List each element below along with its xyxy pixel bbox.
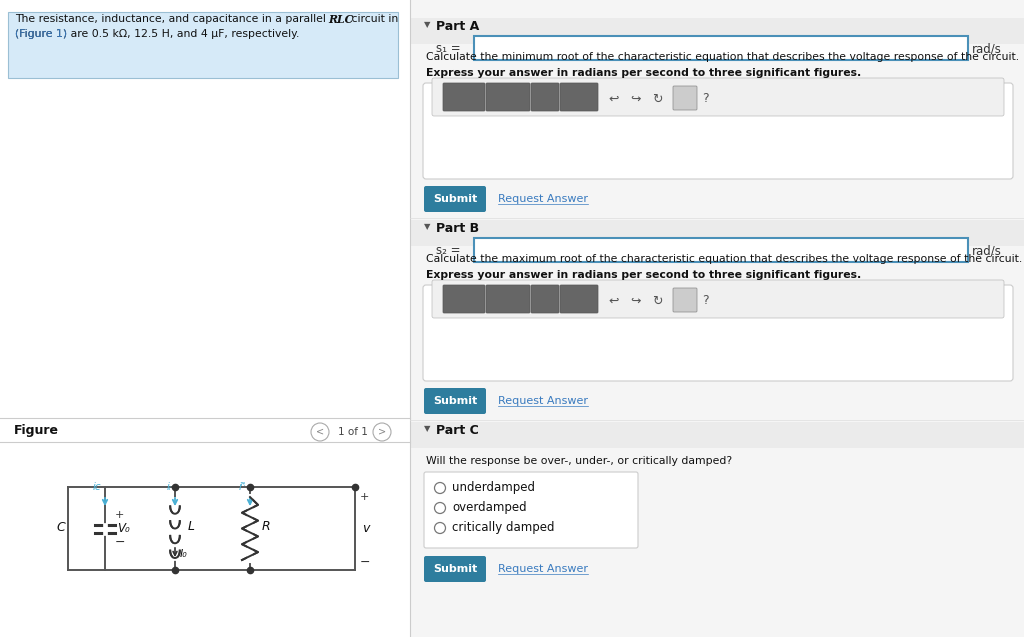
Text: Figure: Figure	[14, 424, 59, 437]
Text: Submit: Submit	[433, 564, 477, 574]
FancyBboxPatch shape	[474, 36, 968, 60]
Text: +: +	[360, 492, 370, 502]
Text: Part A: Part A	[436, 20, 479, 33]
Text: Request Answer: Request Answer	[498, 564, 588, 574]
FancyBboxPatch shape	[474, 238, 968, 262]
FancyBboxPatch shape	[443, 83, 485, 111]
Text: The resistance, inductance, and capacitance in a parallel: The resistance, inductance, and capacita…	[15, 14, 330, 24]
Text: R: R	[262, 520, 270, 533]
Text: underdamped: underdamped	[452, 482, 535, 494]
Text: (Figure 1): (Figure 1)	[15, 29, 68, 39]
Text: RLC: RLC	[328, 14, 353, 25]
Text: 1 of 1: 1 of 1	[338, 427, 368, 437]
Text: ↩: ↩	[608, 92, 618, 106]
Text: ▼: ▼	[424, 424, 430, 433]
FancyBboxPatch shape	[531, 285, 559, 313]
FancyBboxPatch shape	[432, 78, 1004, 116]
Text: Will the response be over-, under-, or critically damped?: Will the response be over-, under-, or c…	[426, 456, 732, 466]
FancyBboxPatch shape	[410, 0, 1024, 637]
Text: iₗ: iₗ	[166, 482, 171, 492]
Text: (Figure 1) are 0.5 kΩ, 12.5 H, and 4 μF, respectively.: (Figure 1) are 0.5 kΩ, 12.5 H, and 4 μF,…	[15, 29, 299, 39]
FancyBboxPatch shape	[531, 83, 559, 111]
Text: v: v	[362, 522, 370, 535]
FancyBboxPatch shape	[8, 12, 398, 78]
Text: Part B: Part B	[436, 222, 479, 235]
FancyBboxPatch shape	[432, 280, 1004, 318]
FancyBboxPatch shape	[673, 86, 697, 110]
FancyBboxPatch shape	[410, 18, 1024, 44]
FancyBboxPatch shape	[424, 388, 486, 414]
FancyBboxPatch shape	[486, 83, 530, 111]
FancyBboxPatch shape	[424, 472, 638, 548]
FancyBboxPatch shape	[560, 285, 598, 313]
Text: overdamped: overdamped	[452, 501, 526, 515]
Text: >: >	[378, 427, 386, 437]
Text: iᴄ: iᴄ	[92, 482, 101, 492]
Text: ▼: ▼	[424, 20, 430, 29]
FancyBboxPatch shape	[560, 83, 598, 111]
Text: s₁ =: s₁ =	[436, 43, 461, 55]
Text: s₂ =: s₂ =	[436, 245, 461, 257]
Text: Calculate the minimum root of the characteristic equation that describes the vol: Calculate the minimum root of the charac…	[426, 52, 1019, 62]
Text: ?: ?	[702, 92, 709, 106]
Text: V₀: V₀	[117, 522, 130, 535]
FancyBboxPatch shape	[443, 285, 485, 313]
Text: critically damped: critically damped	[452, 522, 555, 534]
Text: circuit in: circuit in	[348, 14, 398, 24]
FancyBboxPatch shape	[423, 83, 1013, 179]
Text: Request Answer: Request Answer	[498, 194, 588, 204]
Text: ↻: ↻	[652, 294, 663, 308]
Text: rad/s: rad/s	[972, 43, 1002, 55]
FancyBboxPatch shape	[410, 220, 1024, 246]
Text: Submit: Submit	[433, 194, 477, 204]
Text: Express your answer in radians per second to three significant figures.: Express your answer in radians per secon…	[426, 68, 861, 78]
FancyBboxPatch shape	[486, 285, 530, 313]
Text: ▼: ▼	[424, 222, 430, 231]
Text: ↪: ↪	[630, 92, 640, 106]
Text: ↻: ↻	[652, 92, 663, 106]
Text: +: +	[115, 510, 124, 520]
Text: Express your answer in radians per second to three significant figures.: Express your answer in radians per secon…	[426, 270, 861, 280]
FancyBboxPatch shape	[424, 186, 486, 212]
Text: I₀: I₀	[180, 549, 187, 559]
Text: ↩: ↩	[608, 294, 618, 308]
Text: Request Answer: Request Answer	[498, 396, 588, 406]
FancyBboxPatch shape	[410, 422, 1024, 448]
FancyBboxPatch shape	[424, 556, 486, 582]
Text: Calculate the maximum root of the characteristic equation that describes the vol: Calculate the maximum root of the charac…	[426, 254, 1022, 264]
Text: ↪: ↪	[630, 294, 640, 308]
Text: ?: ?	[702, 294, 709, 308]
FancyBboxPatch shape	[673, 288, 697, 312]
Text: <: <	[316, 427, 324, 437]
Text: Part C: Part C	[436, 424, 479, 437]
FancyBboxPatch shape	[423, 285, 1013, 381]
Text: Submit: Submit	[433, 396, 477, 406]
Text: −: −	[115, 536, 126, 549]
Text: iᴿ: iᴿ	[239, 482, 246, 492]
Text: −: −	[360, 555, 371, 568]
Text: L: L	[188, 520, 195, 533]
Text: rad/s: rad/s	[972, 245, 1002, 257]
Text: C: C	[56, 521, 65, 534]
